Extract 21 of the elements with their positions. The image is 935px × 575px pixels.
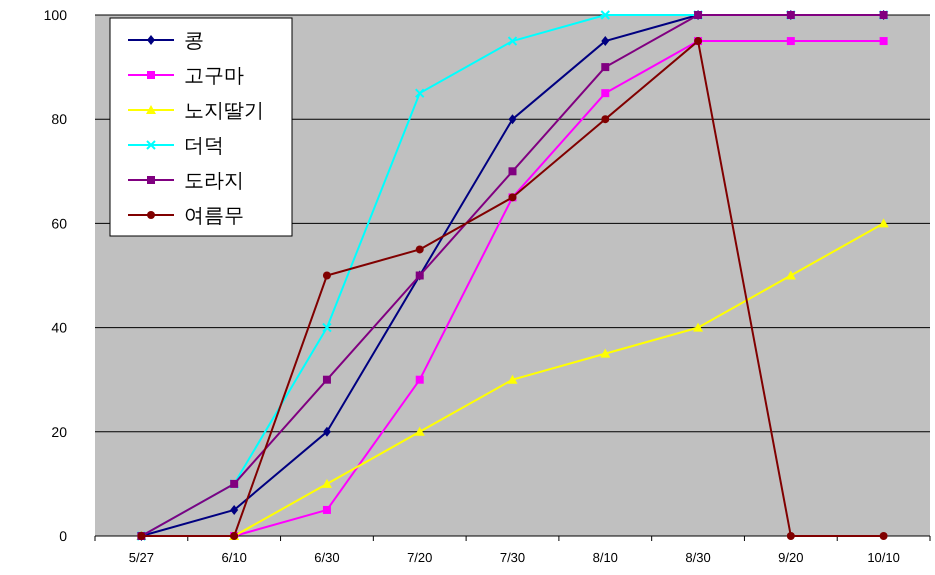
x-tick-label: 6/30 xyxy=(314,550,340,565)
y-tick-label: 20 xyxy=(51,424,68,440)
x-tick-label: 5/27 xyxy=(128,550,154,565)
y-tick-label: 40 xyxy=(51,320,68,336)
x-tick-label: 8/30 xyxy=(685,550,711,565)
legend-label: 콩 xyxy=(184,30,204,52)
legend-label: 노지딸기 xyxy=(184,100,264,122)
y-tick-label: 100 xyxy=(44,7,68,23)
x-tick-label: 8/10 xyxy=(592,550,618,565)
legend-label: 고구마 xyxy=(184,65,244,87)
legend-label: 도라지 xyxy=(184,170,244,192)
x-tick-label: 7/30 xyxy=(500,550,526,565)
y-tick-label: 0 xyxy=(59,528,68,544)
legend-label: 여름무 xyxy=(184,205,244,227)
x-tick-label: 9/20 xyxy=(778,550,804,565)
x-tick-label: 6/10 xyxy=(222,550,247,565)
x-tick-label: 7/20 xyxy=(407,550,432,565)
legend-label: 더덕 xyxy=(184,135,224,157)
y-tick-label: 80 xyxy=(51,111,68,128)
y-tick-label: 60 xyxy=(51,215,68,232)
x-tick-label: 10/10 xyxy=(867,550,900,565)
